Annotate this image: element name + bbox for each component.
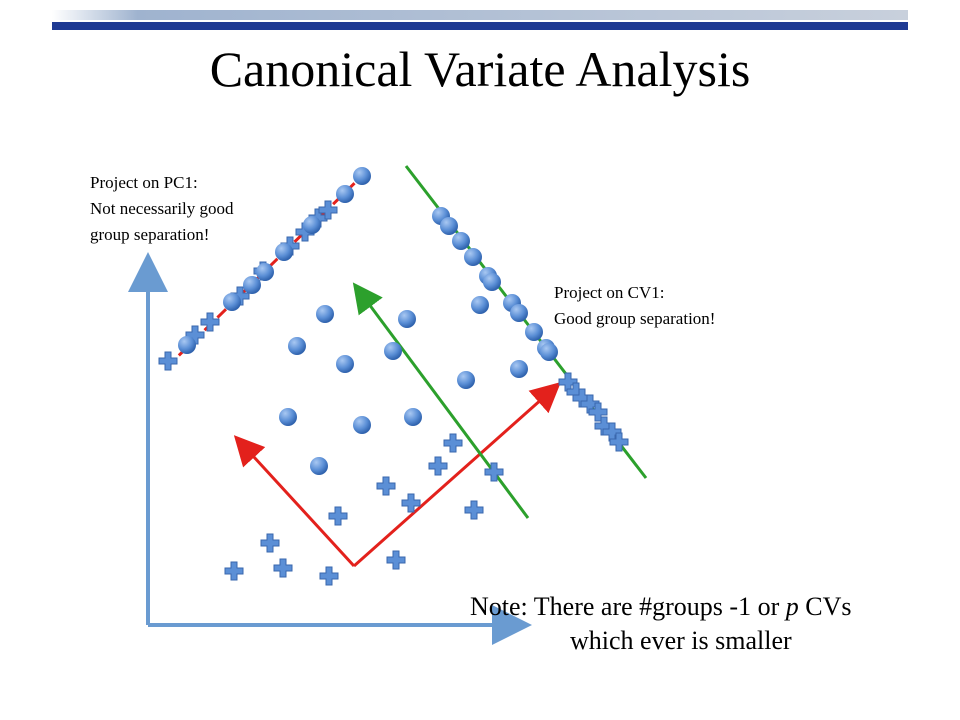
circle-marker-icon [384, 342, 402, 360]
circle-marker-icon [275, 243, 293, 261]
circle-marker-icon [540, 343, 558, 361]
slide-title: Canonical Variate Analysis [209, 41, 751, 97]
cv1-annotation-line1: Project on CV1: [554, 283, 665, 302]
plus-marker-icon [328, 506, 348, 526]
circle-marker-icon [353, 167, 371, 185]
plus-marker-icon [158, 351, 178, 371]
circle-marker-icon [288, 337, 306, 355]
bottom-note-line2: which ever is smaller [570, 626, 792, 655]
circle-marker-icon [464, 248, 482, 266]
circle-marker-icon [353, 416, 371, 434]
circle-marker-icon [510, 360, 528, 378]
pc1-projected-points [158, 167, 371, 371]
cv1-projected-points [432, 207, 629, 452]
circle-marker-icon [452, 232, 470, 250]
pc-axes-arrows [233, 382, 561, 568]
circle-marker-icon [457, 371, 475, 389]
plus-marker-icon [224, 561, 244, 581]
circle-marker-icon [223, 293, 241, 311]
circle-marker-icon [471, 296, 489, 314]
bottom-note-line1: Note: There are #groups -1 or p CVs [470, 590, 852, 624]
pc1-annotation: Project on PC1: Not necessarily good gro… [90, 170, 234, 248]
pc1-arrow [353, 382, 561, 568]
circle-marker-icon [398, 310, 416, 328]
circle-marker-icon [303, 216, 321, 234]
cv1-annotation: Project on CV1: Good group separation! [554, 280, 715, 332]
plus-marker-icon [376, 476, 396, 496]
plus-marker-icon [428, 456, 448, 476]
plus-marker-icon [200, 312, 220, 332]
plus-marker-icon [386, 550, 406, 570]
circle-marker-icon [336, 185, 354, 203]
circle-marker-icon [404, 408, 422, 426]
circle-marker-icon [483, 273, 501, 291]
circle-group-points [279, 296, 528, 475]
plus-marker-icon [319, 566, 339, 586]
circle-marker-icon [336, 355, 354, 373]
bottom-note-italic-p: p [785, 592, 799, 621]
plus-marker-icon [443, 433, 463, 453]
bottom-note-prefix: Note: There are #groups -1 or [470, 592, 786, 621]
pc1-annotation-line2: Not necessarily good [90, 199, 234, 218]
circle-marker-icon [510, 304, 528, 322]
circle-marker-icon [178, 336, 196, 354]
cross-group-points [224, 433, 504, 586]
circle-marker-icon [243, 276, 261, 294]
circle-marker-icon [440, 217, 458, 235]
circle-marker-icon [525, 323, 543, 341]
circle-marker-icon [316, 305, 334, 323]
bottom-note-suffix: CVs [798, 592, 852, 621]
plus-marker-icon [260, 533, 280, 553]
pc2-arrow [233, 435, 356, 568]
pc1-annotation-line1: Project on PC1: [90, 173, 198, 192]
top-decorative-bar [52, 10, 908, 30]
plus-marker-icon [273, 558, 293, 578]
pc1-annotation-line3: group separation! [90, 225, 210, 244]
cv1-annotation-line2: Good group separation! [554, 309, 716, 328]
circle-marker-icon [256, 263, 274, 281]
cv1-arrow [352, 282, 530, 519]
circle-marker-icon [279, 408, 297, 426]
circle-marker-icon [310, 457, 328, 475]
plus-marker-icon [464, 500, 484, 520]
plot-axes [128, 252, 532, 645]
bottom-note: Note: There are #groups -1 or p CVs whic… [470, 590, 852, 658]
